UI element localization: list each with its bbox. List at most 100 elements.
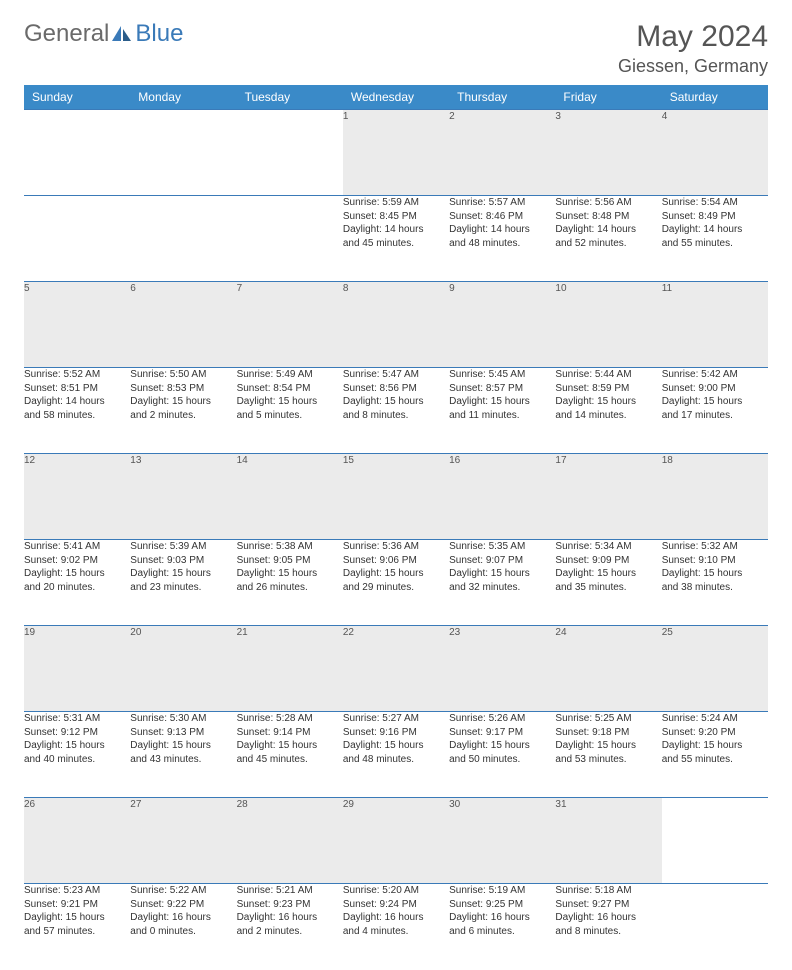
day-info-cell: Sunrise: 5:57 AMSunset: 8:46 PMDaylight:… [449,196,555,282]
day-info-cell: Sunrise: 5:50 AMSunset: 8:53 PMDaylight:… [130,368,236,454]
weekday-header: Friday [555,85,661,110]
day-info-cell: Sunrise: 5:30 AMSunset: 9:13 PMDaylight:… [130,712,236,798]
sunset-text: Sunset: 9:05 PM [237,554,343,568]
sunrise-text: Sunrise: 5:34 AM [555,540,661,554]
day-info-cell: Sunrise: 5:59 AMSunset: 8:45 PMDaylight:… [343,196,449,282]
day-info-cell: Sunrise: 5:26 AMSunset: 9:17 PMDaylight:… [449,712,555,798]
day-info-row: Sunrise: 5:23 AMSunset: 9:21 PMDaylight:… [24,884,768,970]
day-number-cell: 15 [343,454,449,540]
day-number-cell: 3 [555,110,661,196]
daylight-text: and 52 minutes. [555,237,661,251]
day-number: 29 [343,799,354,810]
day-number-cell: 4 [662,110,768,196]
daylight-text: Daylight: 14 hours [24,395,130,409]
day-number: 5 [24,283,30,294]
day-number: 16 [449,455,460,466]
daylight-text: and 29 minutes. [343,581,449,595]
sunrise-text: Sunrise: 5:47 AM [343,368,449,382]
daylight-text: and 38 minutes. [662,581,768,595]
day-number: 12 [24,455,35,466]
daylight-text: Daylight: 16 hours [343,911,449,925]
sunrise-text: Sunrise: 5:25 AM [555,712,661,726]
sunrise-text: Sunrise: 5:30 AM [130,712,236,726]
day-info-cell [24,196,130,282]
weekday-header: Thursday [449,85,555,110]
day-number: 25 [662,627,673,638]
sunset-text: Sunset: 9:12 PM [24,726,130,740]
day-info-cell: Sunrise: 5:18 AMSunset: 9:27 PMDaylight:… [555,884,661,970]
day-number: 14 [237,455,248,466]
sunset-text: Sunset: 8:45 PM [343,210,449,224]
day-number: 10 [555,283,566,294]
daylight-text: and 4 minutes. [343,925,449,939]
daylight-text: Daylight: 16 hours [449,911,555,925]
day-number: 11 [662,283,672,294]
sunrise-text: Sunrise: 5:56 AM [555,196,661,210]
daylight-text: Daylight: 14 hours [449,223,555,237]
day-number: 7 [237,283,243,294]
day-number-cell: 23 [449,626,555,712]
daylight-text: and 26 minutes. [237,581,343,595]
daylight-text: and 45 minutes. [343,237,449,251]
sunset-text: Sunset: 8:53 PM [130,382,236,396]
day-info-cell: Sunrise: 5:20 AMSunset: 9:24 PMDaylight:… [343,884,449,970]
sunset-text: Sunset: 9:23 PM [237,898,343,912]
header: General Blue May 2024 Giessen, Germany [24,20,768,77]
daylight-text: and 58 minutes. [24,409,130,423]
sunrise-text: Sunrise: 5:52 AM [24,368,130,382]
daylight-text: and 53 minutes. [555,753,661,767]
daylight-text: Daylight: 15 hours [343,567,449,581]
day-number: 22 [343,627,354,638]
day-number-cell: 18 [662,454,768,540]
day-number-cell: 31 [555,798,661,884]
day-number-cell: 28 [237,798,343,884]
daylight-text: and 40 minutes. [24,753,130,767]
location-label: Giessen, Germany [618,56,768,77]
sunset-text: Sunset: 8:49 PM [662,210,768,224]
sunrise-text: Sunrise: 5:45 AM [449,368,555,382]
sunset-text: Sunset: 8:48 PM [555,210,661,224]
day-number-cell [130,110,236,196]
sunset-text: Sunset: 9:22 PM [130,898,236,912]
sunrise-text: Sunrise: 5:57 AM [449,196,555,210]
daylight-text: Daylight: 15 hours [130,567,236,581]
daylight-text: and 55 minutes. [662,753,768,767]
day-number-cell: 22 [343,626,449,712]
daylight-text: Daylight: 15 hours [343,739,449,753]
sunrise-text: Sunrise: 5:31 AM [24,712,130,726]
sunrise-text: Sunrise: 5:23 AM [24,884,130,898]
day-info-cell: Sunrise: 5:39 AMSunset: 9:03 PMDaylight:… [130,540,236,626]
weekday-header: Sunday [24,85,130,110]
sunrise-text: Sunrise: 5:24 AM [662,712,768,726]
day-number-cell: 26 [24,798,130,884]
day-info-cell: Sunrise: 5:22 AMSunset: 9:22 PMDaylight:… [130,884,236,970]
sunset-text: Sunset: 9:27 PM [555,898,661,912]
day-number-cell: 17 [555,454,661,540]
day-info-cell: Sunrise: 5:32 AMSunset: 9:10 PMDaylight:… [662,540,768,626]
day-info-cell: Sunrise: 5:41 AMSunset: 9:02 PMDaylight:… [24,540,130,626]
sunset-text: Sunset: 8:56 PM [343,382,449,396]
sunrise-text: Sunrise: 5:39 AM [130,540,236,554]
sunset-text: Sunset: 8:59 PM [555,382,661,396]
sunrise-text: Sunrise: 5:36 AM [343,540,449,554]
sunset-text: Sunset: 8:46 PM [449,210,555,224]
weekday-header: Monday [130,85,236,110]
day-info-cell: Sunrise: 5:24 AMSunset: 9:20 PMDaylight:… [662,712,768,798]
sunrise-text: Sunrise: 5:41 AM [24,540,130,554]
day-number: 2 [449,111,455,122]
day-number: 15 [343,455,354,466]
daylight-text: Daylight: 15 hours [449,739,555,753]
sunset-text: Sunset: 9:25 PM [449,898,555,912]
daylight-text: and 2 minutes. [130,409,236,423]
day-number-cell: 27 [130,798,236,884]
sunset-text: Sunset: 9:18 PM [555,726,661,740]
day-number-cell: 13 [130,454,236,540]
day-number-cell: 12 [24,454,130,540]
day-number: 8 [343,283,349,294]
daylight-text: Daylight: 15 hours [24,911,130,925]
daylight-text: Daylight: 14 hours [555,223,661,237]
day-info-cell [237,196,343,282]
day-info-row: Sunrise: 5:41 AMSunset: 9:02 PMDaylight:… [24,540,768,626]
day-number: 17 [555,455,566,466]
sunrise-text: Sunrise: 5:42 AM [662,368,768,382]
